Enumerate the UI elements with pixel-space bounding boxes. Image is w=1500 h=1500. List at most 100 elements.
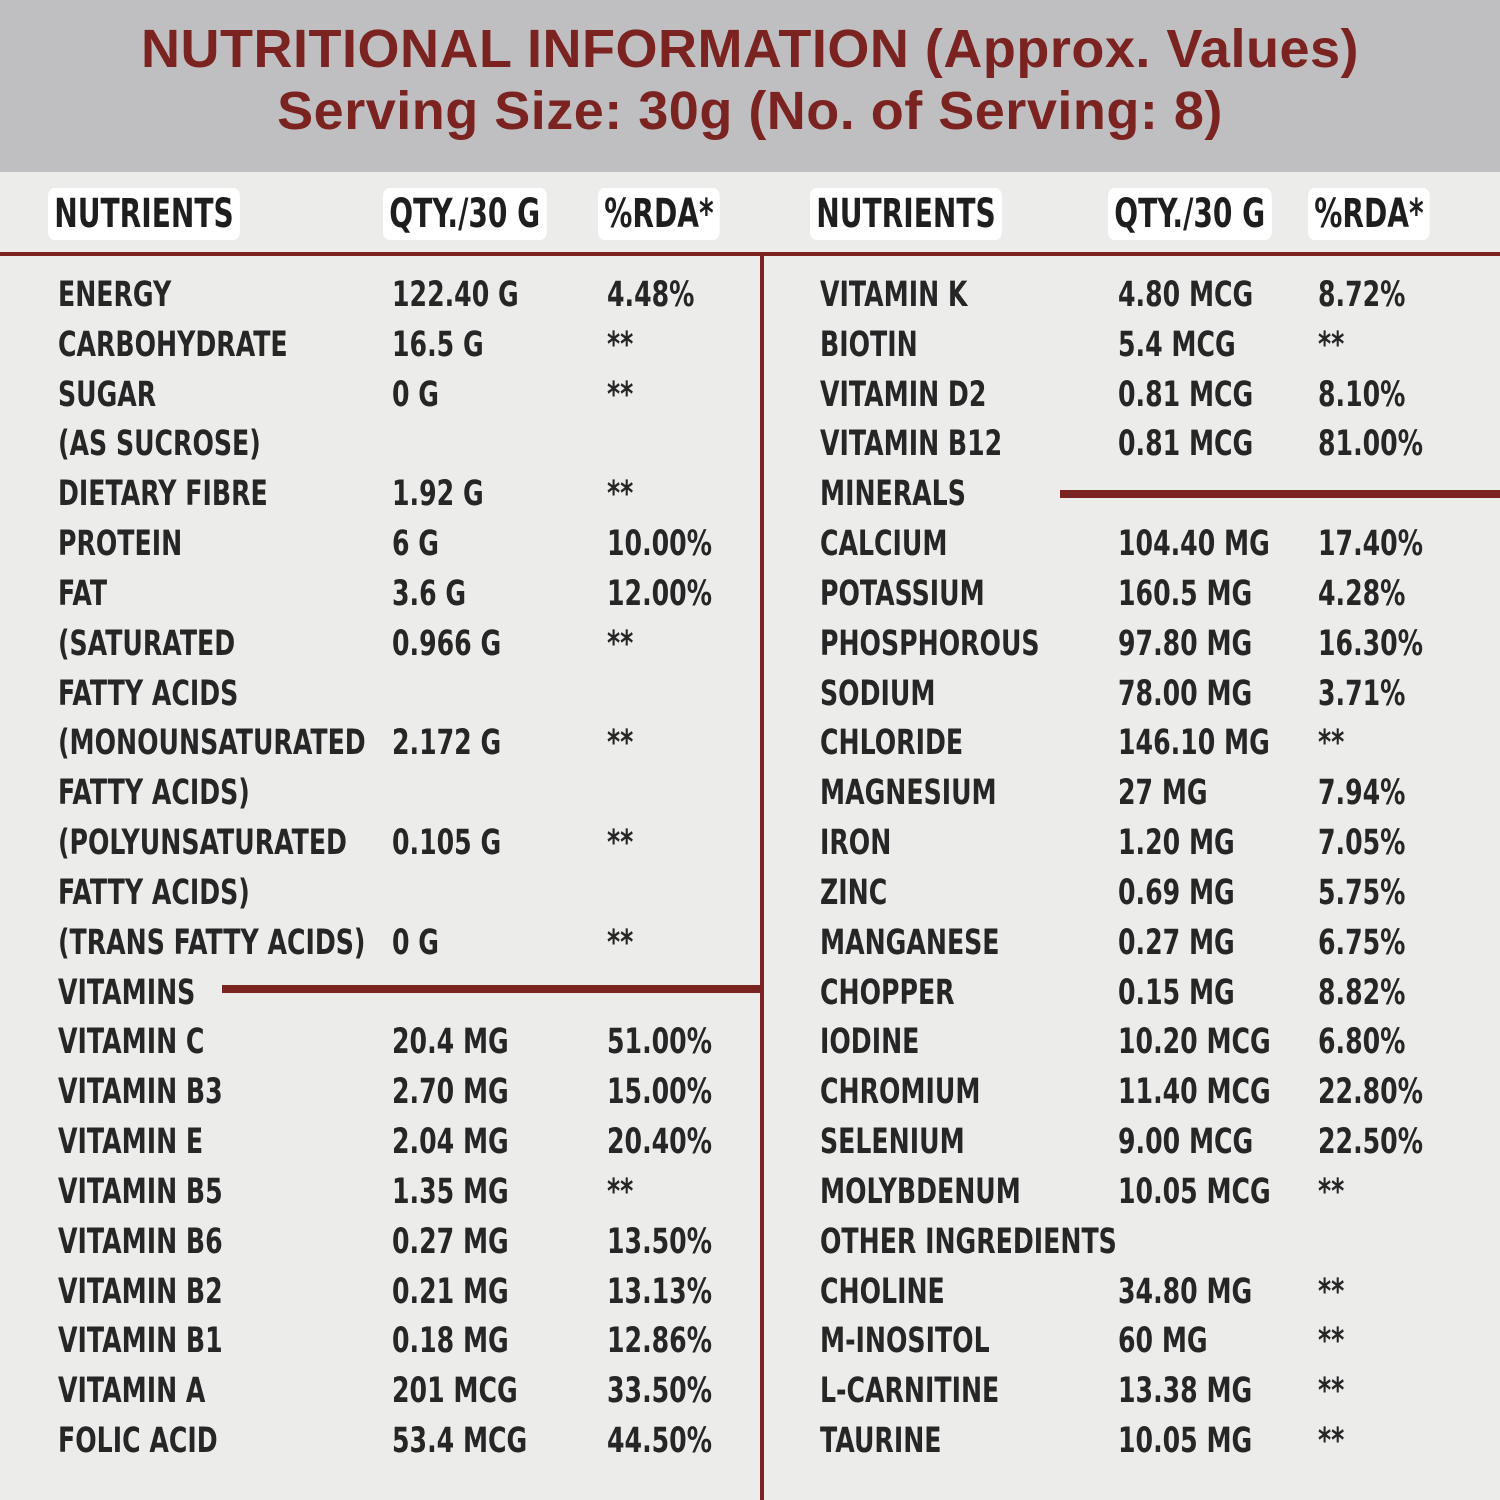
left-row-rda: ** [607, 375, 634, 415]
right-row-qty: 0.27 MG [1118, 923, 1235, 963]
right-row-name: MOLYBDENUM [820, 1172, 1021, 1212]
right-row-name: CHOLINE [820, 1272, 945, 1312]
left-row-qty: 2.172 G [392, 723, 502, 763]
right-row-qty: 11.40 MCG [1118, 1072, 1271, 1112]
right-row-name: CHOPPER [820, 973, 955, 1013]
left-row-name: VITAMIN B5 [58, 1172, 223, 1212]
right-row-rda: 81.00% [1318, 424, 1423, 464]
left-row-rda: 51.00% [607, 1022, 712, 1062]
left-row-rda: ** [607, 325, 634, 365]
left-row-name: VITAMIN B2 [58, 1272, 223, 1312]
right-row-qty: 10.05 MCG [1118, 1172, 1271, 1212]
right-row-rda: ** [1318, 1371, 1345, 1411]
left-row-name: (MONOUNSATURATED [58, 723, 366, 763]
right-row-name: MINERALS [820, 474, 966, 514]
right-row-qty: 0.69 MG [1118, 873, 1235, 913]
left-row-qty: 1.35 MG [392, 1172, 509, 1212]
right-row-name: CHROMIUM [820, 1072, 981, 1112]
left-row-rda: ** [607, 1172, 634, 1212]
right-row-name: TAURINE [820, 1421, 942, 1461]
right-header-rda: %RDA* [1308, 188, 1430, 240]
left-row-qty: 3.6 G [392, 574, 467, 614]
left-row-rda: 4.48% [607, 275, 695, 315]
right-row-rda: ** [1318, 325, 1345, 365]
right-row-qty: 1.20 MG [1118, 823, 1235, 863]
right-row-name: M-INOSITOL [820, 1321, 990, 1361]
header-divider [0, 252, 1500, 256]
right-row-rda: 5.75% [1318, 873, 1406, 913]
right-row-rda: 6.80% [1318, 1022, 1406, 1062]
right-row-qty: 34.80 MG [1118, 1272, 1253, 1312]
left-row-qty: 0.27 MG [392, 1222, 509, 1262]
left-row-name: VITAMINS [58, 973, 196, 1013]
right-row-name: OTHER INGREDIENTS [820, 1222, 1117, 1262]
right-row-rda: 7.05% [1318, 823, 1406, 863]
left-row-rda: 12.00% [607, 574, 712, 614]
right-row-qty: 5.4 MCG [1118, 325, 1236, 365]
left-row-name: VITAMIN E [58, 1122, 204, 1162]
left-row-name: (POLYUNSATURATED [58, 823, 347, 863]
right-row-qty: 0.15 MG [1118, 973, 1235, 1013]
right-row-name: IRON [820, 823, 892, 863]
left-row-qty: 2.70 MG [392, 1072, 509, 1112]
right-row-name: PHOSPHOROUS [820, 624, 1040, 664]
left-row-qty: 0.18 MG [392, 1321, 509, 1361]
right-row-rda: ** [1318, 1172, 1345, 1212]
right-row-qty: 97.80 MG [1118, 624, 1253, 664]
left-row-name: VITAMIN B6 [58, 1222, 223, 1262]
right-row-qty: 104.40 MG [1118, 524, 1270, 564]
left-row-qty: 0.21 MG [392, 1272, 509, 1312]
right-row-name: BIOTIN [820, 325, 918, 365]
right-row-rda: 8.82% [1318, 973, 1406, 1013]
right-row-qty: 13.38 MG [1118, 1371, 1253, 1411]
right-row-rda: 6.75% [1318, 923, 1406, 963]
left-row-name: DIETARY FIBRE [58, 474, 268, 514]
right-row-qty: 160.5 MG [1118, 574, 1253, 614]
left-row-rda: ** [607, 624, 634, 664]
right-row-qty: 10.20 MCG [1118, 1022, 1271, 1062]
title-banner: NUTRITIONAL INFORMATION (Approx. Values)… [0, 0, 1500, 172]
left-row-name: VITAMIN B1 [58, 1321, 223, 1361]
right-row-rda: 16.30% [1318, 624, 1423, 664]
right-row-rda: 8.10% [1318, 375, 1406, 415]
right-row-qty: 78.00 MG [1118, 674, 1253, 714]
right-row-rda: ** [1318, 1321, 1345, 1361]
left-row-name: FATTY ACIDS) [58, 773, 250, 813]
right-header-nutrients: NUTRIENTS [810, 188, 1003, 240]
right-row-name: SELENIUM [820, 1122, 965, 1162]
left-row-qty: 6 G [392, 524, 440, 564]
left-row-rda: ** [607, 823, 634, 863]
left-row-rda: 20.40% [607, 1122, 712, 1162]
right-row-rda: ** [1318, 1421, 1345, 1461]
left-row-name: SUGAR [58, 375, 157, 415]
left-row-qty: 0 G [392, 923, 440, 963]
left-row-qty: 1.92 G [392, 474, 484, 514]
left-row-qty: 2.04 MG [392, 1122, 509, 1162]
right-row-name: L-CARNITINE [820, 1371, 1000, 1411]
right-row-rda: 22.50% [1318, 1122, 1423, 1162]
right-row-name: MAGNESIUM [820, 773, 997, 813]
left-row-qty: 0.105 G [392, 823, 502, 863]
left-row-name: (TRANS FATTY ACIDS) [58, 923, 366, 963]
right-row-rda: 4.28% [1318, 574, 1406, 614]
right-row-rda: 3.71% [1318, 674, 1406, 714]
right-row-name: SODIUM [820, 674, 936, 714]
left-row-qty: 201 MCG [392, 1371, 518, 1411]
right-row-name: MANGANESE [820, 923, 1000, 963]
serving-size-subtitle: Serving Size: 30g (No. of Serving: 8) [277, 81, 1223, 141]
right-row-name: CALCIUM [820, 524, 948, 564]
left-row-qty: 0.966 G [392, 624, 502, 664]
left-row-name: (AS SUCROSE) [58, 424, 261, 464]
right-row-name: ZINC [820, 873, 888, 913]
left-row-name: FOLIC ACID [58, 1421, 218, 1461]
right-row-name: CHLORIDE [820, 723, 964, 763]
left-row-rda: ** [607, 723, 634, 763]
left-row-rda: 13.50% [607, 1222, 712, 1262]
left-row-name: VITAMIN A [58, 1371, 206, 1411]
right-row-name: VITAMIN D2 [820, 375, 987, 415]
left-row-name: FAT [58, 574, 108, 614]
left-row-name: PROTEIN [58, 524, 183, 564]
right-row-qty: 146.10 MG [1118, 723, 1270, 763]
right-row-qty: 27 MG [1118, 773, 1208, 813]
left-row-qty: 16.5 G [392, 325, 484, 365]
